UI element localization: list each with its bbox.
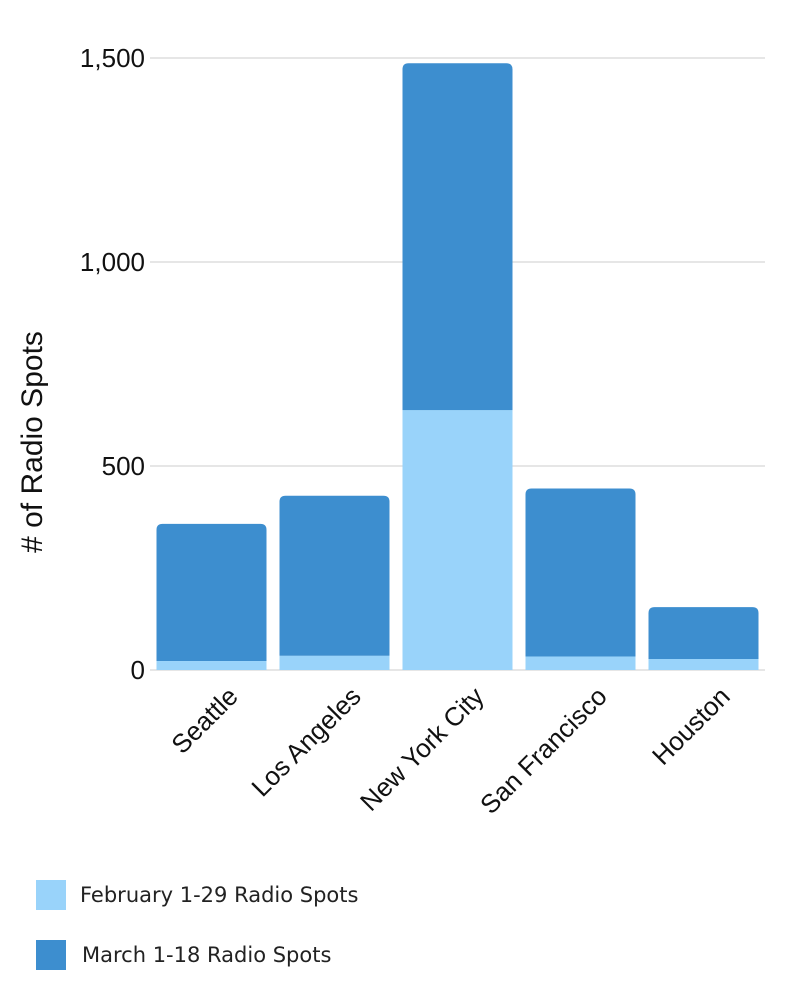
legend-item-march: March 1-18 Radio Spots <box>36 940 331 970</box>
x-tick-label: San Francisco <box>474 681 613 820</box>
y-axis-label: # of Radio Spots <box>16 331 49 553</box>
y-tick-label: 0 <box>131 655 145 685</box>
y-axis-ticks: 0 500 1,000 1,500 <box>80 43 145 685</box>
bar-segment <box>402 63 513 411</box>
legend-swatch-february <box>36 880 66 910</box>
x-tick-label: New York City <box>354 681 490 817</box>
x-tick-label: Seattle <box>165 681 243 759</box>
legend-swatch-march <box>36 940 66 970</box>
bar-segment <box>156 661 267 670</box>
bar-segment <box>525 656 636 670</box>
y-tick-label: 1,500 <box>80 43 145 73</box>
bar-segment <box>279 495 390 656</box>
y-tick-label: 1,000 <box>80 247 145 277</box>
x-tick-label: Houston <box>646 681 736 771</box>
bar-segment <box>279 655 390 670</box>
legend-item-february: February 1-29 Radio Spots <box>36 880 358 910</box>
bar-segment <box>648 607 759 659</box>
legend-label-march: March 1-18 Radio Spots <box>82 943 332 967</box>
bars <box>156 63 759 670</box>
x-tick-label: Los Angeles <box>245 681 366 802</box>
y-tick-label: 500 <box>102 451 145 481</box>
legend-label-february: February 1-29 Radio Spots <box>80 883 359 907</box>
bar-segment <box>525 488 636 657</box>
bar-segment <box>156 523 267 662</box>
bar-segment <box>402 410 513 670</box>
bar-segment <box>648 658 759 670</box>
